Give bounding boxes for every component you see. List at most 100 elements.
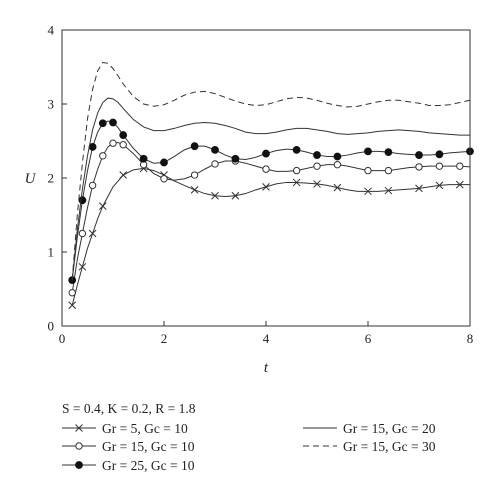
series-marker xyxy=(211,160,219,168)
legend-item: Gr = 25, Gc = 10 xyxy=(62,458,195,473)
series-marker xyxy=(119,131,128,139)
series-marker xyxy=(435,181,444,190)
x-marker-stroke xyxy=(190,185,199,194)
x-marker-stroke xyxy=(364,187,372,196)
series-marker xyxy=(364,147,372,156)
legend-item: Gr = 15, Gc = 30 xyxy=(303,439,436,454)
series-marker xyxy=(231,191,240,200)
series-2 xyxy=(68,118,474,285)
series-marker xyxy=(313,180,321,188)
x-marker-stroke xyxy=(415,184,423,193)
x-marker-stroke xyxy=(68,301,77,310)
y-tick-label: 0 xyxy=(48,319,55,334)
series-line xyxy=(71,141,471,293)
params-text: S = 0.4, K = 0.2, R = 1.8 xyxy=(62,401,196,416)
series-marker xyxy=(68,289,76,297)
x-marker-stroke xyxy=(119,171,128,179)
series-line xyxy=(71,62,471,281)
series-marker xyxy=(109,118,117,127)
series-marker xyxy=(160,175,168,183)
legend-item: Gr = 5, Gc = 10 xyxy=(62,421,188,436)
x-marker-stroke xyxy=(435,181,444,190)
legend-label: Gr = 25, Gc = 10 xyxy=(102,458,195,473)
x-tick-label: 4 xyxy=(263,331,270,346)
series-marker xyxy=(292,166,301,175)
legend-item: Gr = 15, Gc = 20 xyxy=(303,421,436,436)
x-marker-stroke xyxy=(313,180,321,188)
series-marker xyxy=(292,145,301,154)
legend-label: Gr = 15, Gc = 10 xyxy=(102,439,195,454)
x-marker-stroke xyxy=(262,183,270,191)
series-marker xyxy=(119,171,128,179)
series-marker xyxy=(88,229,97,238)
series-marker xyxy=(292,178,301,187)
series-marker xyxy=(455,180,464,189)
x-marker-stroke xyxy=(98,202,107,210)
legend-marker xyxy=(75,442,83,450)
legend-label: Gr = 15, Gc = 20 xyxy=(343,421,436,436)
series-marker xyxy=(415,184,423,193)
series-marker xyxy=(333,160,342,169)
series-marker xyxy=(119,141,127,149)
series-marker xyxy=(190,171,199,179)
x-marker-stroke xyxy=(333,183,342,192)
series-marker xyxy=(333,183,342,192)
series-marker xyxy=(211,191,219,200)
series-1 xyxy=(68,139,471,297)
x-marker-stroke xyxy=(78,262,87,271)
legend-label: Gr = 15, Gc = 30 xyxy=(343,439,436,454)
series-marker xyxy=(98,119,107,128)
series-marker xyxy=(109,139,117,147)
series-line xyxy=(71,97,470,281)
series-0 xyxy=(68,164,470,310)
series-marker xyxy=(384,166,393,175)
series-marker xyxy=(190,142,199,151)
series-marker xyxy=(435,150,444,159)
y-tick-label: 2 xyxy=(48,171,55,186)
series-4 xyxy=(71,62,471,281)
x-tick-label: 2 xyxy=(161,331,168,346)
legend-label: Gr = 5, Gc = 10 xyxy=(102,421,188,436)
series-marker xyxy=(98,202,107,210)
series-marker xyxy=(415,151,423,159)
x-tick-label: 6 xyxy=(365,331,372,346)
series-marker xyxy=(262,183,270,191)
series-marker xyxy=(384,148,393,157)
y-tick-label: 3 xyxy=(48,97,55,112)
series-marker xyxy=(435,162,444,170)
y-axis-label: U xyxy=(25,171,37,187)
legend-marker xyxy=(75,461,83,469)
x-marker-stroke xyxy=(455,180,464,189)
series-marker xyxy=(231,154,240,163)
plot-frame xyxy=(61,29,471,327)
x-marker-stroke xyxy=(88,229,97,238)
series-marker xyxy=(333,152,342,161)
legend-marker xyxy=(75,424,83,432)
x-marker-stroke xyxy=(231,191,240,200)
series-marker xyxy=(364,187,372,196)
x-axis-label: t xyxy=(264,360,269,376)
x-marker-stroke xyxy=(384,186,393,195)
x-marker-stroke xyxy=(211,191,219,200)
series-marker xyxy=(313,162,321,170)
series-marker xyxy=(262,149,270,158)
series-line xyxy=(71,167,470,306)
x-marker-stroke xyxy=(75,424,83,432)
series-marker xyxy=(190,185,199,194)
x-tick-label: 8 xyxy=(467,331,474,346)
legend: Gr = 5, Gc = 10 Gr = 15, Gc = 10 Gr = 25, … xyxy=(62,421,436,473)
series-layer xyxy=(68,62,474,310)
series-marker xyxy=(99,152,107,160)
series-marker xyxy=(384,186,393,195)
series-marker xyxy=(78,229,87,238)
series-3 xyxy=(71,97,470,281)
y-tick-label: 1 xyxy=(48,245,55,260)
series-marker xyxy=(88,181,97,190)
series-marker xyxy=(160,158,168,167)
x-marker-stroke xyxy=(292,178,301,187)
x-tick-label: 0 xyxy=(59,331,66,346)
series-marker xyxy=(68,301,77,310)
series-marker xyxy=(211,145,219,154)
series-marker xyxy=(139,154,148,163)
